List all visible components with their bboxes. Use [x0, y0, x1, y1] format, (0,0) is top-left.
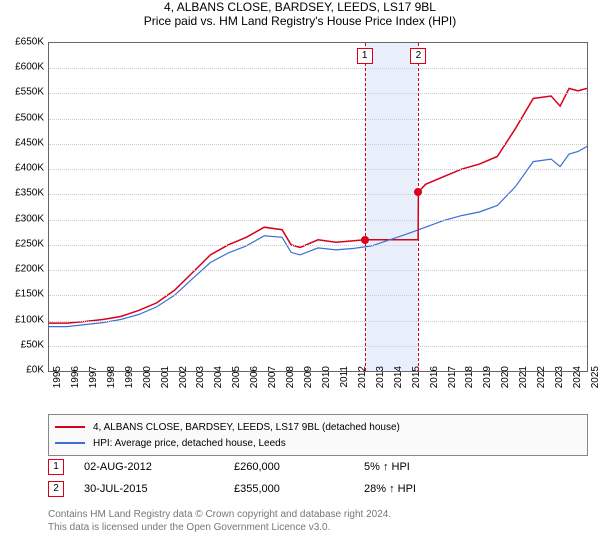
legend: 4, ALBANS CLOSE, BARDSEY, LEEDS, LS17 9B… — [48, 414, 588, 456]
gridline — [49, 346, 587, 347]
legend-item: HPI: Average price, detached house, Leed… — [55, 435, 581, 451]
event-vline — [365, 43, 366, 371]
sale-marker-label: 1 — [357, 48, 373, 64]
xtick-label: 2009 — [303, 366, 314, 388]
xtick-label: 2016 — [429, 366, 440, 388]
ytick-label: £350K — [0, 188, 44, 199]
xtick-label: 2011 — [339, 366, 350, 388]
ytick-label: £450K — [0, 137, 44, 148]
event-row: 1 02-AUG-2012 £260,000 5% ↑ HPI — [48, 456, 588, 478]
xtick-label: 2012 — [357, 366, 368, 388]
xtick-label: 1999 — [124, 366, 135, 388]
ytick-label: £100K — [0, 314, 44, 325]
xtick-label: 2022 — [536, 366, 547, 388]
legend-label: 4, ALBANS CLOSE, BARDSEY, LEEDS, LS17 9B… — [93, 422, 400, 433]
gridline — [49, 68, 587, 69]
chart-container: 4, ALBANS CLOSE, BARDSEY, LEEDS, LS17 9B… — [0, 0, 600, 560]
event-price: £260,000 — [234, 461, 344, 473]
ytick-label: £300K — [0, 213, 44, 224]
gridline — [49, 270, 587, 271]
footnote-line: Contains HM Land Registry data © Crown c… — [48, 508, 588, 521]
ytick-label: £600K — [0, 62, 44, 73]
plot-area: 1995199619971998199920002001200220032004… — [48, 42, 588, 372]
ytick-label: £150K — [0, 289, 44, 300]
xtick-label: 2001 — [160, 366, 171, 388]
event-pct: 28% ↑ HPI — [364, 483, 494, 495]
legend-label: HPI: Average price, detached house, Leed… — [93, 438, 286, 449]
footnote: Contains HM Land Registry data © Crown c… — [48, 508, 588, 534]
xtick-label: 2010 — [321, 366, 332, 388]
plot-svg — [49, 43, 587, 371]
event-vline — [418, 43, 419, 371]
xtick-label: 2018 — [464, 366, 475, 388]
gridline — [49, 220, 587, 221]
xtick-label: 1998 — [106, 366, 117, 388]
ytick-label: £500K — [0, 112, 44, 123]
xtick-label: 2008 — [285, 366, 296, 388]
ytick-label: £200K — [0, 264, 44, 275]
sale-marker-dot — [361, 236, 369, 244]
event-index-box: 1 — [48, 459, 64, 475]
legend-swatch — [55, 426, 85, 428]
xtick-label: 1997 — [88, 366, 99, 388]
legend-swatch — [55, 442, 85, 444]
gridline — [49, 321, 587, 322]
ytick-label: £50K — [0, 339, 44, 350]
xtick-label: 2014 — [393, 366, 404, 388]
gridline — [49, 119, 587, 120]
xtick-label: 1995 — [52, 366, 63, 388]
xtick-label: 2002 — [178, 366, 189, 388]
xtick-label: 2017 — [447, 366, 458, 388]
xtick-label: 2023 — [554, 366, 565, 388]
xtick-label: 2024 — [572, 366, 583, 388]
xtick-label: 2020 — [500, 366, 511, 388]
gridline — [49, 169, 587, 170]
ytick-label: £0K — [0, 365, 44, 376]
xtick-label: 2021 — [518, 366, 529, 388]
gridline — [49, 245, 587, 246]
footnote-line: This data is licensed under the Open Gov… — [48, 521, 588, 534]
xtick-label: 2004 — [213, 366, 224, 388]
chart-title: 4, ALBANS CLOSE, BARDSEY, LEEDS, LS17 9B… — [0, 0, 600, 14]
legend-item: 4, ALBANS CLOSE, BARDSEY, LEEDS, LS17 9B… — [55, 419, 581, 435]
sale-marker-label: 2 — [410, 48, 426, 64]
gridline — [49, 93, 587, 94]
events-table: 1 02-AUG-2012 £260,000 5% ↑ HPI 2 30-JUL… — [48, 456, 588, 500]
ytick-label: £400K — [0, 163, 44, 174]
xtick-label: 2013 — [375, 366, 386, 388]
event-row: 2 30-JUL-2015 £355,000 28% ↑ HPI — [48, 478, 588, 500]
xtick-label: 1996 — [70, 366, 81, 388]
xtick-label: 2003 — [195, 366, 206, 388]
gridline — [49, 295, 587, 296]
event-price: £355,000 — [234, 483, 344, 495]
event-date: 30-JUL-2015 — [84, 483, 214, 495]
chart-subtitle: Price paid vs. HM Land Registry's House … — [0, 14, 600, 28]
event-index-box: 2 — [48, 481, 64, 497]
event-date: 02-AUG-2012 — [84, 461, 214, 473]
series-line-property — [49, 88, 587, 323]
ytick-label: £550K — [0, 87, 44, 98]
ytick-label: £250K — [0, 238, 44, 249]
xtick-label: 2025 — [590, 366, 600, 388]
xtick-label: 2019 — [482, 366, 493, 388]
series-line-hpi — [49, 146, 587, 326]
xtick-label: 2005 — [231, 366, 242, 388]
gridline — [49, 194, 587, 195]
xtick-label: 2007 — [267, 366, 278, 388]
xtick-label: 2015 — [411, 366, 422, 388]
xtick-label: 2006 — [249, 366, 260, 388]
event-pct: 5% ↑ HPI — [364, 461, 494, 473]
xtick-label: 2000 — [142, 366, 153, 388]
ytick-label: £650K — [0, 37, 44, 48]
gridline — [49, 144, 587, 145]
sale-marker-dot — [414, 188, 422, 196]
